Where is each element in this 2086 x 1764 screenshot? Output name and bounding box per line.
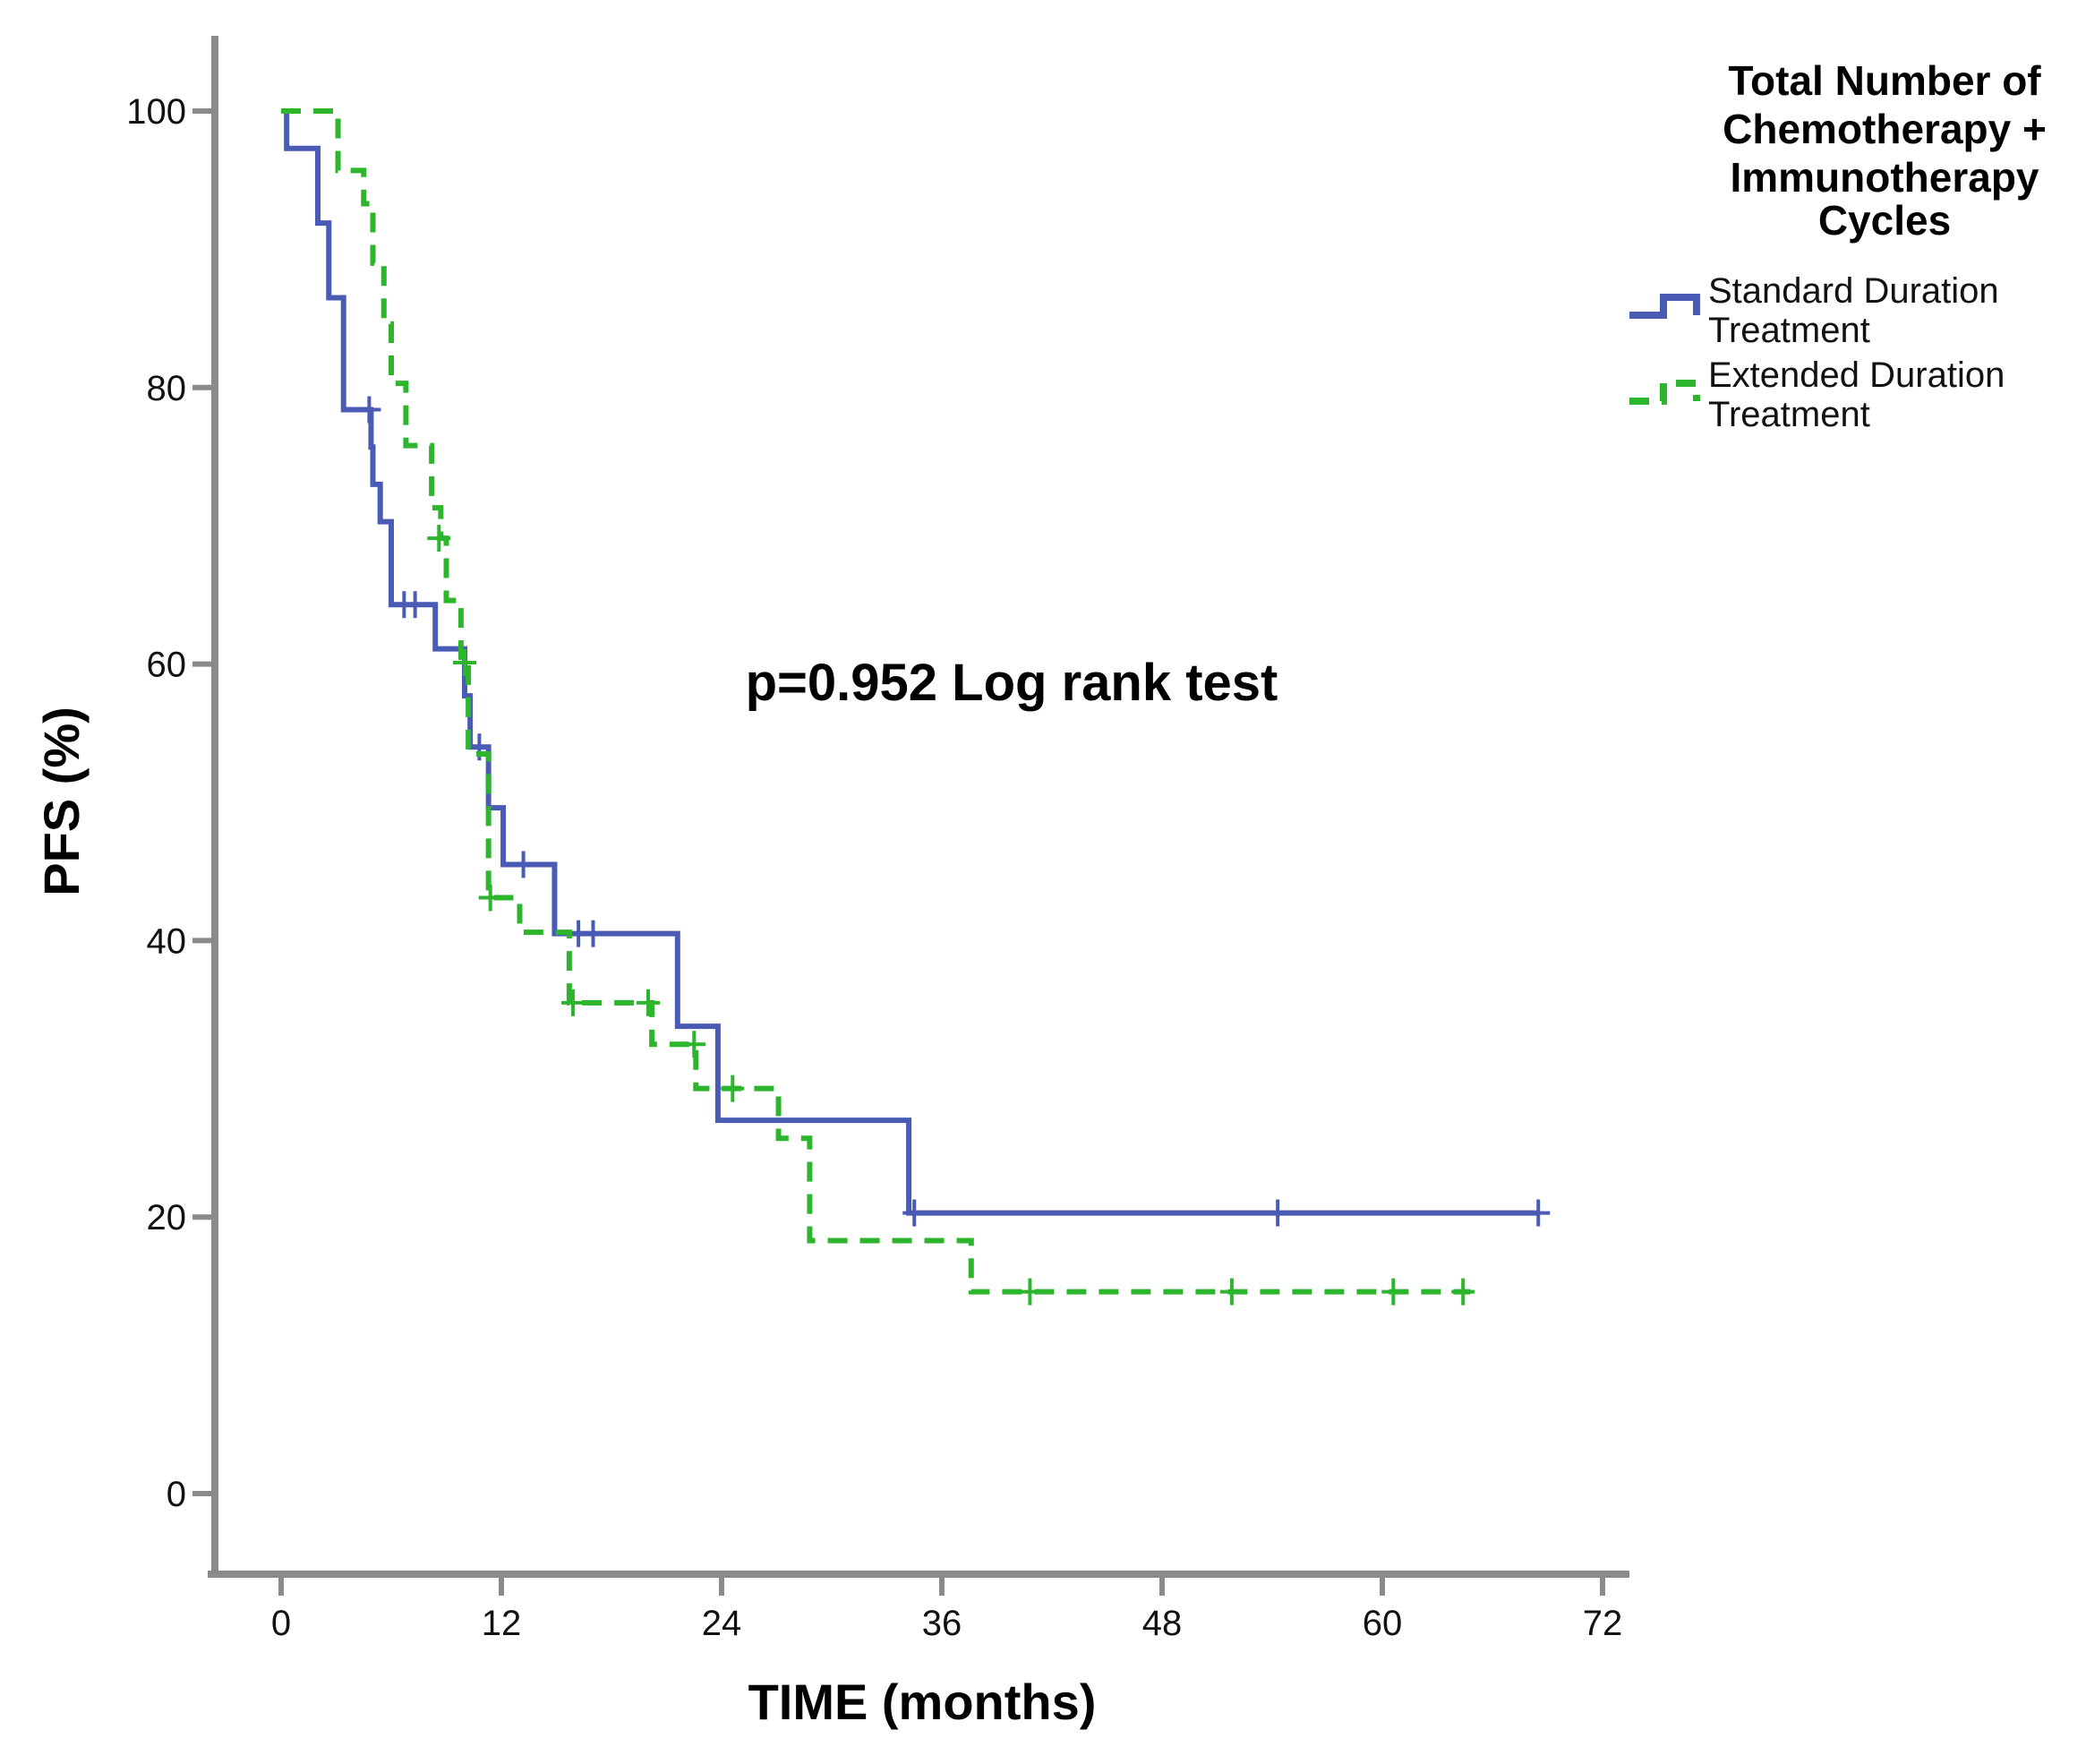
x-tick-label-2: 24 xyxy=(702,1604,742,1643)
x-tick-label-6: 72 xyxy=(1583,1604,1623,1643)
legend-title-line-4: Cycles xyxy=(1818,197,1951,244)
censor-mark-extended-5 xyxy=(682,1031,706,1058)
log-rank-annotation: p=0.952 Log rank test xyxy=(746,654,1278,712)
x-axis-title: TIME (months) xyxy=(748,1674,1097,1730)
censor-mark-standard-4 xyxy=(511,851,535,878)
censor-mark-extended-1 xyxy=(453,649,476,677)
x-tick-label-4: 48 xyxy=(1142,1604,1183,1643)
y-tick-label-0: 0 xyxy=(167,1475,186,1514)
legend-swatch-standard xyxy=(1629,294,1700,319)
censor-mark-extended-6 xyxy=(721,1075,745,1102)
legend-label-standard-line-2: Treatment xyxy=(1708,311,1870,350)
series-line-standard xyxy=(281,108,1539,1216)
censor-mark-standard-0 xyxy=(357,396,381,424)
censor-mark-extended-2 xyxy=(478,884,502,912)
x-tick-label-1: 12 xyxy=(482,1604,522,1643)
x-tick-label-3: 36 xyxy=(922,1604,962,1643)
censor-mark-standard-7 xyxy=(902,1199,927,1227)
y-axis-title: PFS (%) xyxy=(33,706,90,896)
y-tick-label-4: 80 xyxy=(147,369,187,408)
y-tick-label-2: 40 xyxy=(147,921,187,961)
x-ticks: 0 12 24 36 48 60 72 xyxy=(271,1574,1622,1643)
y-tick-label-1: 20 xyxy=(147,1198,187,1237)
legend-title-line-1: Total Number of xyxy=(1728,57,2041,104)
censor-mark-extended-0 xyxy=(427,525,451,552)
legend-swatch-extended xyxy=(1629,380,1700,405)
legend-title-line-2: Chemotherapy + xyxy=(1723,106,2047,152)
censor-mark-extended-10 xyxy=(1451,1278,1475,1306)
y-ticks: 0 20 40 60 80 100 xyxy=(126,92,215,1514)
legend-title-line-3: Immunotherapy xyxy=(1730,154,2039,201)
censor-mark-standard-6 xyxy=(581,920,605,947)
x-tick-label-0: 0 xyxy=(271,1604,291,1643)
legend-label-standard-line-1: Standard Duration xyxy=(1708,271,1999,311)
legend-label-extended-line-2: Treatment xyxy=(1708,395,1870,434)
y-tick-label-5: 100 xyxy=(126,92,186,132)
legend-label-extended-line-1: Extended Duration xyxy=(1708,355,2005,395)
y-tick-label-3: 60 xyxy=(147,646,187,685)
series-layer xyxy=(281,108,1551,1306)
censor-mark-extended-8 xyxy=(1219,1278,1244,1306)
censor-mark-standard-9 xyxy=(1526,1199,1551,1227)
x-tick-label-5: 60 xyxy=(1363,1604,1403,1643)
censor-mark-extended-3 xyxy=(560,989,585,1016)
censor-mark-standard-8 xyxy=(1266,1199,1290,1227)
censor-mark-standard-2 xyxy=(403,591,427,619)
censor-mark-extended-7 xyxy=(1018,1278,1042,1306)
censor-mark-extended-9 xyxy=(1381,1278,1406,1306)
censor-mark-extended-4 xyxy=(637,989,660,1016)
legend: Total Number of Chemotherapy + Immunothe… xyxy=(1629,57,2047,434)
